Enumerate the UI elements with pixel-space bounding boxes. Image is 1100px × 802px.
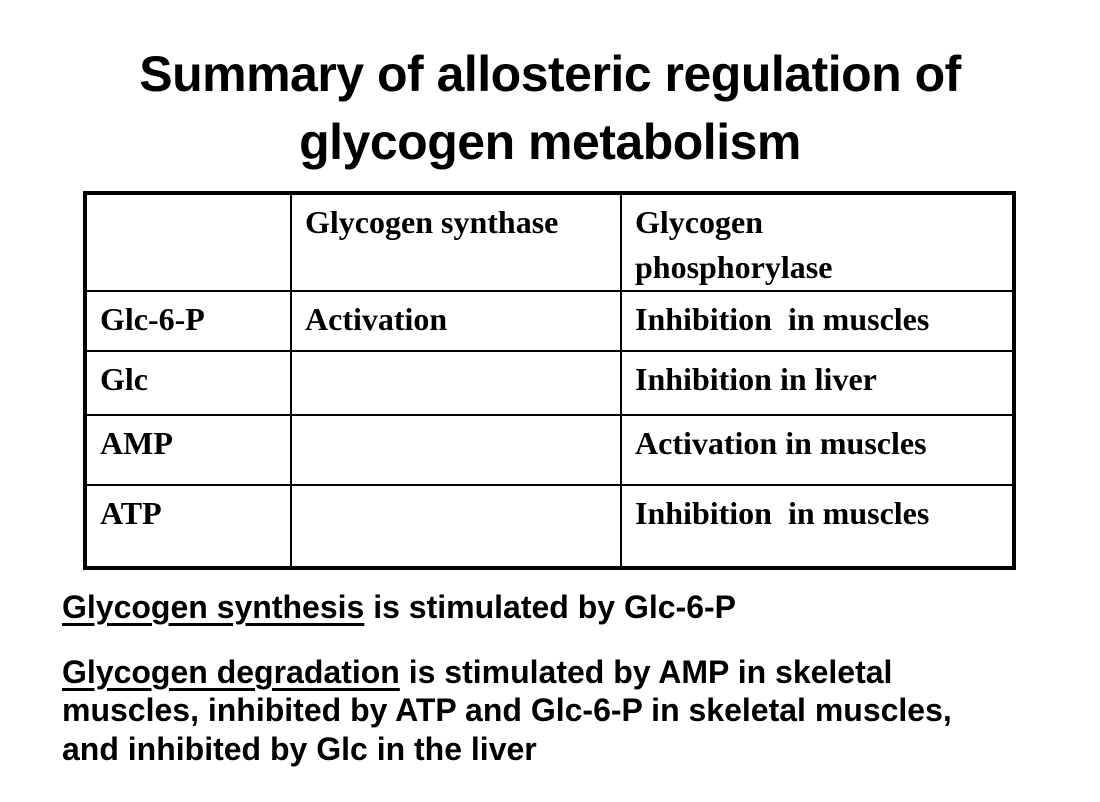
table-row: AMP Activation in muscles — [84, 413, 1015, 486]
table-row: Glc Inhibition in liver — [84, 349, 1015, 416]
note-degradation-underlined-term: Glycogen degradation — [62, 653, 400, 690]
table-header-row: Glycogen synthase Glycogen phosphorylase — [84, 192, 1015, 292]
header-cell-glycogen-synthase: Glycogen synthase — [290, 192, 622, 292]
cell-phosphorylase-effect: Inhibition in liver — [620, 349, 1015, 416]
note-synthesis-underlined-term: Glycogen synthesis — [62, 589, 365, 625]
cell-phosphorylase-effect: Inhibition in muscles — [620, 483, 1015, 569]
note-glycogen-degradation: Glycogen degradation is stimulated by AM… — [62, 653, 1007, 769]
regulation-table-container: Glycogen synthase Glycogen phosphorylase… — [83, 191, 1016, 570]
notes-block: Glycogen synthesis is stimulated by Glc-… — [62, 588, 1007, 769]
cell-effector-label: AMP — [84, 413, 292, 486]
cell-effector-label: Glc-6-P — [84, 289, 292, 352]
note-degradation-text: is stimulated by AMP in skeletal muscles… — [62, 653, 952, 768]
note-synthesis-text: is stimulated by Glc-6-P — [364, 589, 736, 625]
cell-effector-label: ATP — [84, 483, 292, 569]
cell-phosphorylase-effect: Inhibition in muscles — [620, 289, 1015, 352]
cell-effector-label: Glc — [84, 349, 292, 416]
page-title: Summary of allosteric regulation of glyc… — [139, 45, 961, 170]
cell-synthase-effect: Activation — [290, 289, 622, 352]
cell-synthase-effect — [290, 349, 622, 416]
header-cell-glycogen-phosphorylase: Glycogen phosphorylase — [620, 192, 1015, 292]
cell-synthase-effect — [290, 413, 622, 486]
table-row: ATP Inhibition in muscles — [84, 483, 1015, 569]
cell-synthase-effect — [290, 483, 622, 569]
note-glycogen-synthesis: Glycogen synthesis is stimulated by Glc-… — [62, 588, 1007, 627]
header-cell-effector — [84, 192, 292, 292]
cell-phosphorylase-effect: Activation in muscles — [620, 413, 1015, 486]
table-row: Glc-6-P Activation Inhibition in muscles — [84, 289, 1015, 352]
regulation-table: Glycogen synthase Glycogen phosphorylase… — [83, 191, 1016, 570]
